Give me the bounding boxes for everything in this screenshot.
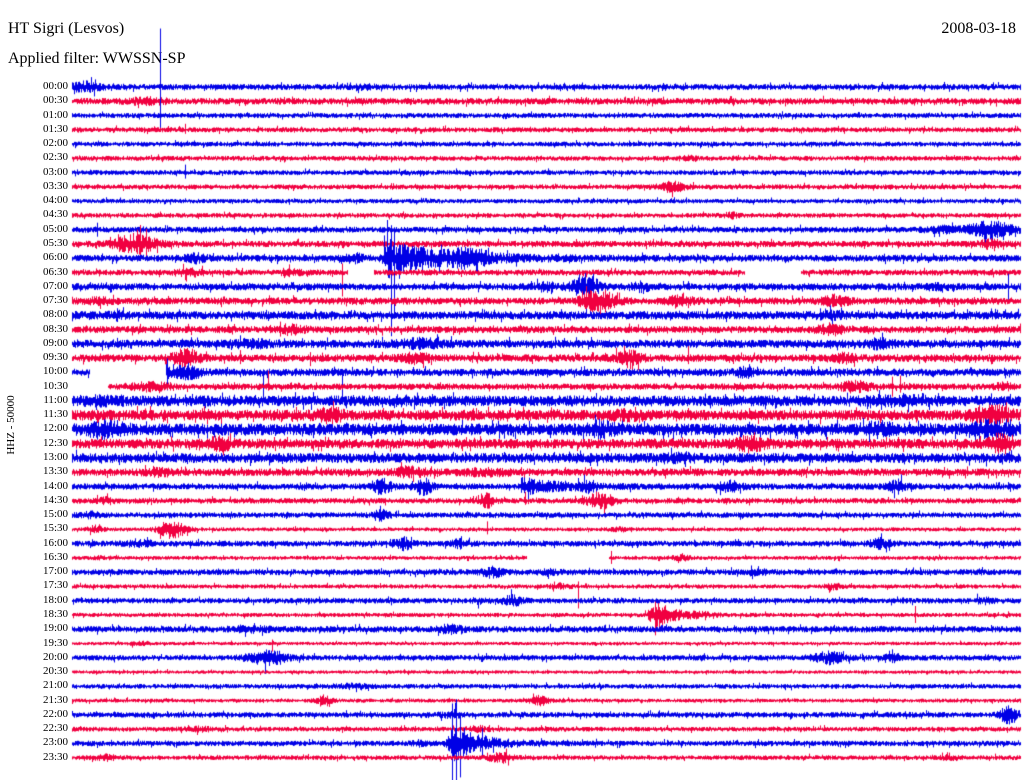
station-title: HT Sigri (Lesvos) xyxy=(8,20,125,37)
trace-time-label: 18:30 xyxy=(42,607,68,620)
trace-time-label: 06:00 xyxy=(42,251,68,264)
trace-time-label: 05:00 xyxy=(42,222,68,235)
trace-time-label: 11:30 xyxy=(43,408,68,421)
trace-time-label: 22:30 xyxy=(42,722,68,735)
trace-time-label: 06:30 xyxy=(42,265,68,278)
trace-time-label: 07:30 xyxy=(42,294,68,307)
trace-time-label: 18:00 xyxy=(42,593,68,606)
trace-time-label: 15:00 xyxy=(42,508,68,521)
trace-time-label: 08:00 xyxy=(42,308,68,321)
trace-time-label: 19:30 xyxy=(42,636,68,649)
trace-time-label: 10:30 xyxy=(42,379,68,392)
trace-time-label: 11:00 xyxy=(43,393,68,406)
trace-time-label: 01:30 xyxy=(42,122,68,135)
trace-time-label: 15:30 xyxy=(42,522,68,535)
trace-time-label: 12:30 xyxy=(42,436,68,449)
trace-time-label: 03:30 xyxy=(42,179,68,192)
trace-time-label: 13:30 xyxy=(42,465,68,478)
trace-time-label: 02:00 xyxy=(42,137,68,150)
trace-time-label: 03:00 xyxy=(42,165,68,178)
trace-time-label: 14:30 xyxy=(42,493,68,506)
trace-time-label: 19:00 xyxy=(42,622,68,635)
trace-time-label: 05:30 xyxy=(42,236,68,249)
trace-time-label: 23:00 xyxy=(42,736,68,749)
trace-time-label: 09:30 xyxy=(42,351,68,364)
trace-time-label: 00:00 xyxy=(42,80,68,92)
channel-scale-label: HHZ - 50000 xyxy=(5,395,17,455)
trace-time-label: 20:00 xyxy=(42,650,68,663)
trace-time-label: 14:00 xyxy=(42,479,68,492)
trace-time-label: 22:00 xyxy=(42,707,68,720)
trace-time-label: 13:00 xyxy=(42,451,68,464)
trace-time-label: 08:30 xyxy=(42,322,68,335)
date-label: 2008-03-18 xyxy=(941,20,1016,37)
trace-time-label: 16:00 xyxy=(42,536,68,549)
trace-time-label: 01:00 xyxy=(42,108,68,121)
trace-time-label: 07:00 xyxy=(42,279,68,292)
trace-time-label: 09:00 xyxy=(42,336,68,349)
trace-time-label: 21:00 xyxy=(42,679,68,692)
applied-filter-label: Applied filter: WWSSN-SP xyxy=(8,50,186,67)
trace-time-label: 16:30 xyxy=(42,550,68,563)
trace-time-label: 04:00 xyxy=(42,194,68,207)
trace-time-label: 21:30 xyxy=(42,693,68,706)
trace-time-label: 20:30 xyxy=(42,665,68,678)
trace-time-label: 02:30 xyxy=(42,151,68,164)
trace-time-label: 17:30 xyxy=(42,579,68,592)
trace-time-label: 10:00 xyxy=(42,365,68,378)
trace-time-label: 00:30 xyxy=(42,94,68,107)
trace-time-label: 17:00 xyxy=(42,565,68,578)
trace-time-label: 23:30 xyxy=(42,750,68,763)
trace-time-label: 12:00 xyxy=(42,422,68,435)
trace-time-label: 04:30 xyxy=(42,208,68,221)
